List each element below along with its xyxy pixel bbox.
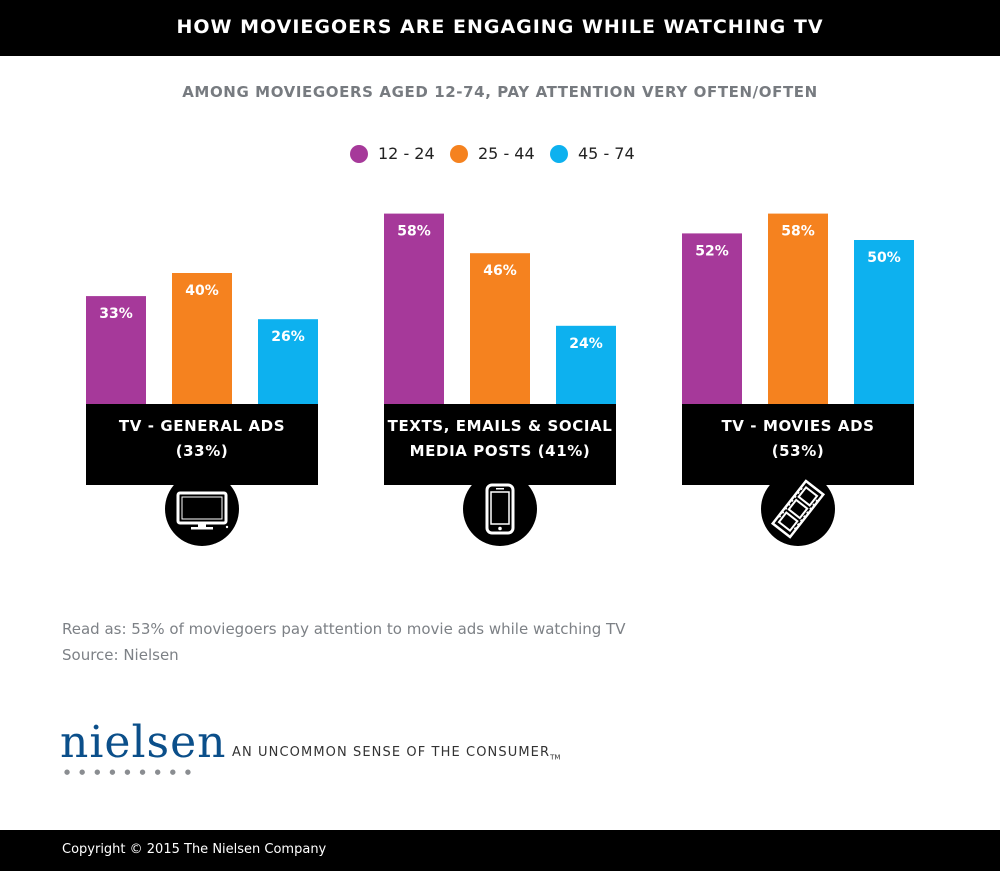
bar-value-label: 33% bbox=[99, 306, 133, 322]
category-label-movies-ads: TV - MOVIES ADS (53%) bbox=[682, 404, 914, 485]
legend-swatch bbox=[350, 144, 368, 163]
category-label-line: TEXTS, EMAILS & SOCIAL bbox=[387, 417, 613, 435]
bar-2-1 bbox=[172, 273, 232, 405]
bar-value-label: 26% bbox=[271, 329, 305, 345]
bar-1-2 bbox=[384, 213, 444, 405]
read-as-note: Read as: 53% of moviegoers pay attention… bbox=[62, 620, 626, 638]
bar-chart: 33% 58% 52% 40% 46% 58% 26% 24% 50% bbox=[86, 213, 914, 405]
header-bar: HOW MOVIEGOERS ARE ENGAGING WHILE WATCHI… bbox=[0, 0, 1000, 56]
source-note: Source: Nielsen bbox=[62, 646, 179, 664]
bar-3-1 bbox=[258, 319, 318, 405]
category-label-line: (33%) bbox=[175, 442, 229, 460]
trademark: TM bbox=[550, 753, 561, 762]
bar-1-3 bbox=[682, 233, 742, 405]
legend-swatch bbox=[550, 144, 568, 163]
legend-item-45-74: 45 - 74 bbox=[550, 144, 635, 163]
chart-subtitle: AMONG MOVIEGOERS AGED 12-74, PAY ATTENTI… bbox=[182, 83, 818, 101]
logo-dots: ●●●●●●●●● bbox=[64, 768, 200, 776]
bar-2-2 bbox=[470, 253, 530, 405]
footer-bar: Copyright © 2015 The Nielsen Company bbox=[0, 830, 1000, 871]
legend-label: 25 - 44 bbox=[478, 144, 535, 163]
category-label-line: TV - MOVIES ADS bbox=[721, 417, 875, 435]
category-label-texts-emails-social: TEXTS, EMAILS & SOCIAL MEDIA POSTS (41%) bbox=[384, 404, 616, 485]
nielsen-logo: nielsen ●●●●●●●●● bbox=[60, 717, 227, 777]
bar-value-label: 58% bbox=[781, 224, 815, 240]
category-label-line: MEDIA POSTS (41%) bbox=[409, 442, 591, 460]
bar-value-label: 52% bbox=[695, 243, 729, 259]
legend-swatch bbox=[450, 144, 468, 163]
tv-icon bbox=[165, 472, 239, 546]
bar-value-label: 40% bbox=[185, 283, 219, 299]
category-label-line: TV - GENERAL ADS bbox=[118, 417, 286, 435]
smartphone-icon bbox=[463, 472, 537, 546]
legend-label: 12 - 24 bbox=[378, 144, 435, 163]
legend: 12 - 24 25 - 44 45 - 74 bbox=[0, 144, 1000, 164]
bar-1-1 bbox=[86, 296, 146, 405]
bar-2-3 bbox=[768, 213, 828, 405]
category-label-general-ads: TV - GENERAL ADS (33%) bbox=[86, 404, 318, 485]
logo-wordmark: nielsen bbox=[60, 717, 227, 768]
film-strip-icon bbox=[761, 472, 835, 546]
chart-title: HOW MOVIEGOERS ARE ENGAGING WHILE WATCHI… bbox=[176, 16, 824, 38]
legend-item-25-44: 25 - 44 bbox=[450, 144, 535, 163]
copyright: Copyright © 2015 The Nielsen Company bbox=[62, 842, 327, 857]
bar-value-label: 50% bbox=[867, 250, 901, 266]
bar-value-label: 46% bbox=[483, 263, 517, 279]
category-label-line: (53%) bbox=[771, 442, 825, 460]
bar-3-2 bbox=[556, 325, 616, 405]
bar-value-label: 24% bbox=[569, 336, 603, 352]
tagline-text: AN UNCOMMON SENSE OF THE CONSUMER bbox=[232, 745, 551, 760]
legend-label: 45 - 74 bbox=[578, 144, 635, 163]
legend-item-12-24: 12 - 24 bbox=[350, 144, 435, 163]
bar-3-3 bbox=[854, 240, 914, 405]
tagline: AN UNCOMMON SENSE OF THE CONSUMERTM bbox=[232, 745, 560, 762]
bar-value-label: 58% bbox=[397, 224, 431, 240]
